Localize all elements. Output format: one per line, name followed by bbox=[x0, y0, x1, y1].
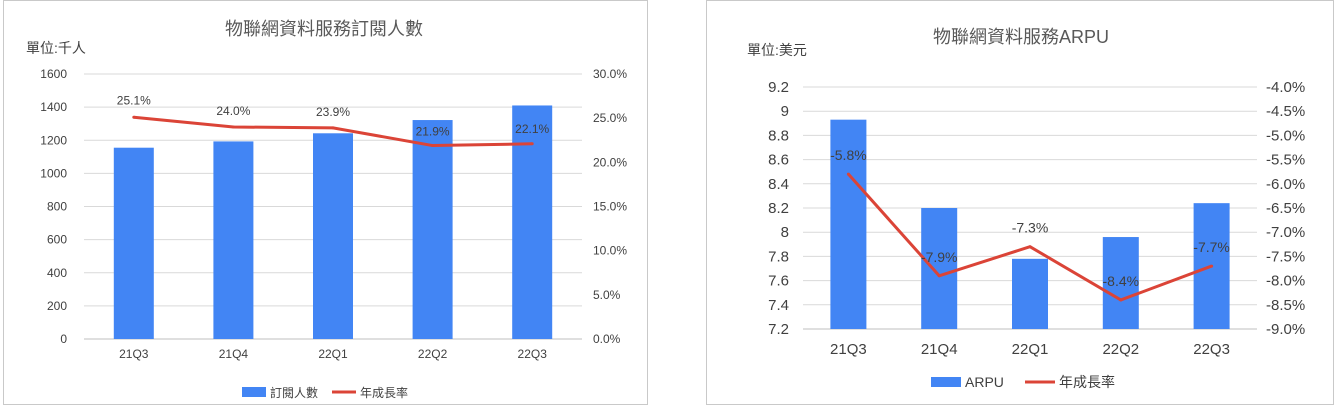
growth-point bbox=[530, 142, 534, 146]
bar bbox=[313, 133, 353, 339]
y-right-tick-label: 20.0% bbox=[593, 155, 627, 169]
legend-line-label: 年成長率 bbox=[1059, 374, 1115, 390]
y-left-tick-label: 9.2 bbox=[768, 79, 789, 96]
bar bbox=[830, 119, 867, 329]
data-label: -7.7% bbox=[1193, 239, 1230, 255]
x-tick-label: 22Q3 bbox=[518, 347, 548, 361]
y-right-tick-label: 0.0% bbox=[593, 332, 621, 346]
bar bbox=[921, 208, 958, 329]
y-right-tick-label: 5.0% bbox=[593, 288, 621, 302]
bar bbox=[1102, 237, 1139, 329]
growth-point bbox=[937, 274, 941, 278]
legend-bar-label: 訂閱人數 bbox=[270, 385, 318, 400]
y-right-tick-label: 25.0% bbox=[593, 111, 627, 125]
subscribers-chart-panel: 物聯網資料服務訂閱人數單位:千人 0 200 400 600 800 1000 1200 140… bbox=[3, 0, 648, 405]
bar bbox=[213, 141, 254, 339]
x-tick-label: 21Q3 bbox=[119, 347, 149, 361]
y-right-tick-label: -7.5% bbox=[1266, 248, 1305, 265]
data-label: -8.4% bbox=[1103, 273, 1140, 289]
y-right-tick-label: -5.5% bbox=[1266, 152, 1305, 169]
y-left-tick-label: 7.2 bbox=[768, 321, 789, 338]
y-right-tick-label: -7.0% bbox=[1266, 224, 1305, 241]
y-left-tick-label: 8.6 bbox=[768, 152, 789, 169]
x-tick-label: 22Q1 bbox=[1012, 341, 1049, 358]
data-label: 22.1% bbox=[515, 122, 549, 136]
bar bbox=[1012, 258, 1048, 329]
data-label: 25.1% bbox=[117, 93, 151, 107]
y-left-tick-label: 1000 bbox=[40, 166, 67, 180]
arpu-chart-panel: 物聯網資料服務ARPU 單位:美元 7.2 7.4 7.6 7.8 8 8.2 8.4 8.6 8.… bbox=[706, 0, 1334, 405]
y-left-tick-label: 8.4 bbox=[768, 176, 789, 193]
y-right-tick-label: 30.0% bbox=[593, 67, 627, 81]
growth-point bbox=[846, 172, 850, 176]
y-left-tick-label: 7.4 bbox=[768, 297, 789, 314]
data-label: -7.9% bbox=[921, 249, 958, 265]
y-right-tick-label: -4.5% bbox=[1266, 103, 1305, 120]
x-tick-label: 22Q3 bbox=[1193, 341, 1230, 358]
data-label: -7.3% bbox=[1012, 220, 1049, 236]
data-label: 24.0% bbox=[216, 104, 250, 118]
y-right-tick-label: -4.0% bbox=[1266, 79, 1305, 96]
y-left-tick-label: 1600 bbox=[40, 67, 67, 81]
x-tick-label: 22Q2 bbox=[418, 347, 448, 361]
growth-point bbox=[132, 115, 136, 119]
y-left-tick-label: 7.8 bbox=[768, 248, 789, 265]
y-right-tick-label: -8.5% bbox=[1266, 297, 1305, 314]
bar bbox=[113, 147, 154, 339]
x-tick-label: 21Q4 bbox=[921, 341, 958, 358]
y-left-tick-label: 800 bbox=[47, 200, 67, 214]
y-left-tick-label: 9 bbox=[781, 103, 789, 120]
x-tick-label: 22Q1 bbox=[318, 347, 348, 361]
y-right-tick-label: -9.0% bbox=[1266, 321, 1305, 338]
growth-point bbox=[231, 125, 235, 129]
y-left-tick-label: 600 bbox=[47, 233, 67, 247]
unit-label: 單位:千人 bbox=[26, 40, 86, 56]
y-right-tick-label: -5.0% bbox=[1266, 127, 1305, 144]
legend-bar-label: ARPU bbox=[965, 374, 1004, 390]
growth-point bbox=[331, 126, 335, 130]
growth-point bbox=[1210, 264, 1214, 268]
growth-point bbox=[1028, 245, 1032, 249]
bar bbox=[512, 105, 553, 339]
chart-title: 物聯網資料服務訂閱人數 bbox=[225, 19, 423, 39]
bar bbox=[412, 120, 453, 339]
y-left-tick-label: 0 bbox=[60, 332, 67, 346]
data-label: 23.9% bbox=[316, 105, 350, 119]
data-label: -5.8% bbox=[830, 147, 867, 163]
legend-bar-swatch bbox=[931, 377, 961, 387]
y-left-tick-label: 7.6 bbox=[768, 273, 789, 290]
y-left-tick-label: 8.8 bbox=[768, 127, 789, 144]
legend-bar-swatch bbox=[242, 387, 266, 397]
y-right-tick-label: -8.0% bbox=[1266, 273, 1305, 290]
x-tick-label: 21Q4 bbox=[219, 347, 249, 361]
growth-point bbox=[1119, 298, 1123, 302]
chart-title: 物聯網資料服務ARPU bbox=[933, 27, 1109, 47]
y-right-tick-label: -6.0% bbox=[1266, 176, 1305, 193]
unit-label: 單位:美元 bbox=[747, 42, 807, 58]
arpu-chart: 物聯網資料服務ARPU 單位:美元 7.2 7.4 7.6 7.8 8 8.2 8.4 8.6 8.… bbox=[747, 27, 1305, 390]
y-right-tick-label: -6.5% bbox=[1266, 200, 1305, 217]
growth-point bbox=[431, 144, 435, 148]
y-left-tick-label: 200 bbox=[47, 299, 67, 313]
y-left-tick-label: 8 bbox=[781, 224, 789, 241]
y-left-tick-label: 400 bbox=[47, 266, 67, 280]
x-tick-label: 21Q3 bbox=[830, 341, 867, 358]
y-left-tick-label: 1400 bbox=[40, 100, 67, 114]
x-tick-label: 22Q2 bbox=[1102, 341, 1139, 358]
data-label: 21.9% bbox=[416, 125, 450, 139]
y-right-tick-label: 15.0% bbox=[593, 200, 627, 214]
y-right-tick-label: 10.0% bbox=[593, 244, 627, 258]
y-left-tick-label: 1200 bbox=[40, 133, 67, 147]
legend-line-label: 年成長率 bbox=[360, 385, 408, 400]
y-left-tick-label: 8.2 bbox=[768, 200, 789, 217]
